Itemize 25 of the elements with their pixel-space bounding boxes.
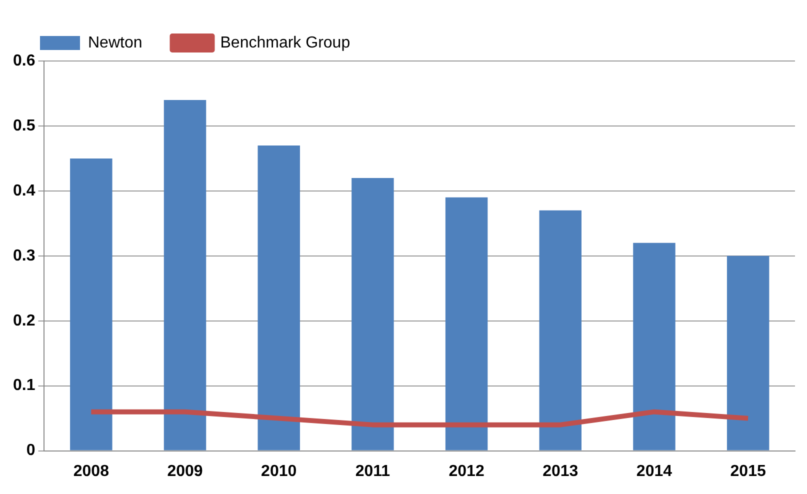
x-tick-label: 2008 — [73, 462, 110, 480]
y-tick-label: 0.4 — [12, 182, 36, 200]
bar — [633, 242, 676, 450]
x-tick-label: 2013 — [542, 462, 578, 480]
y-tick-label: 0.1 — [12, 377, 36, 394]
x-tick-label: 2015 — [730, 462, 766, 480]
bar — [539, 210, 582, 450]
x-tick-label: 2010 — [261, 462, 297, 480]
bar — [164, 100, 206, 450]
x-tick-label: 2009 — [167, 462, 203, 480]
y-tick-label: 0.2 — [12, 312, 36, 330]
bar — [70, 158, 112, 450]
y-tick-label: 0.3 — [12, 247, 36, 264]
legend-label: Benchmark Group — [220, 34, 350, 52]
bar — [726, 256, 770, 450]
y-tick-label: 0.6 — [12, 52, 36, 70]
y-tick-label: 0.5 — [12, 117, 36, 134]
legend-label: Newton — [88, 34, 142, 52]
bar — [352, 178, 394, 450]
bar — [445, 197, 488, 450]
y-tick-label: 0 — [26, 442, 36, 460]
bar — [258, 145, 300, 450]
x-tick-label: 2011 — [355, 462, 390, 480]
x-tick-label: 2012 — [448, 462, 484, 480]
x-tick-label: 2014 — [636, 462, 672, 480]
